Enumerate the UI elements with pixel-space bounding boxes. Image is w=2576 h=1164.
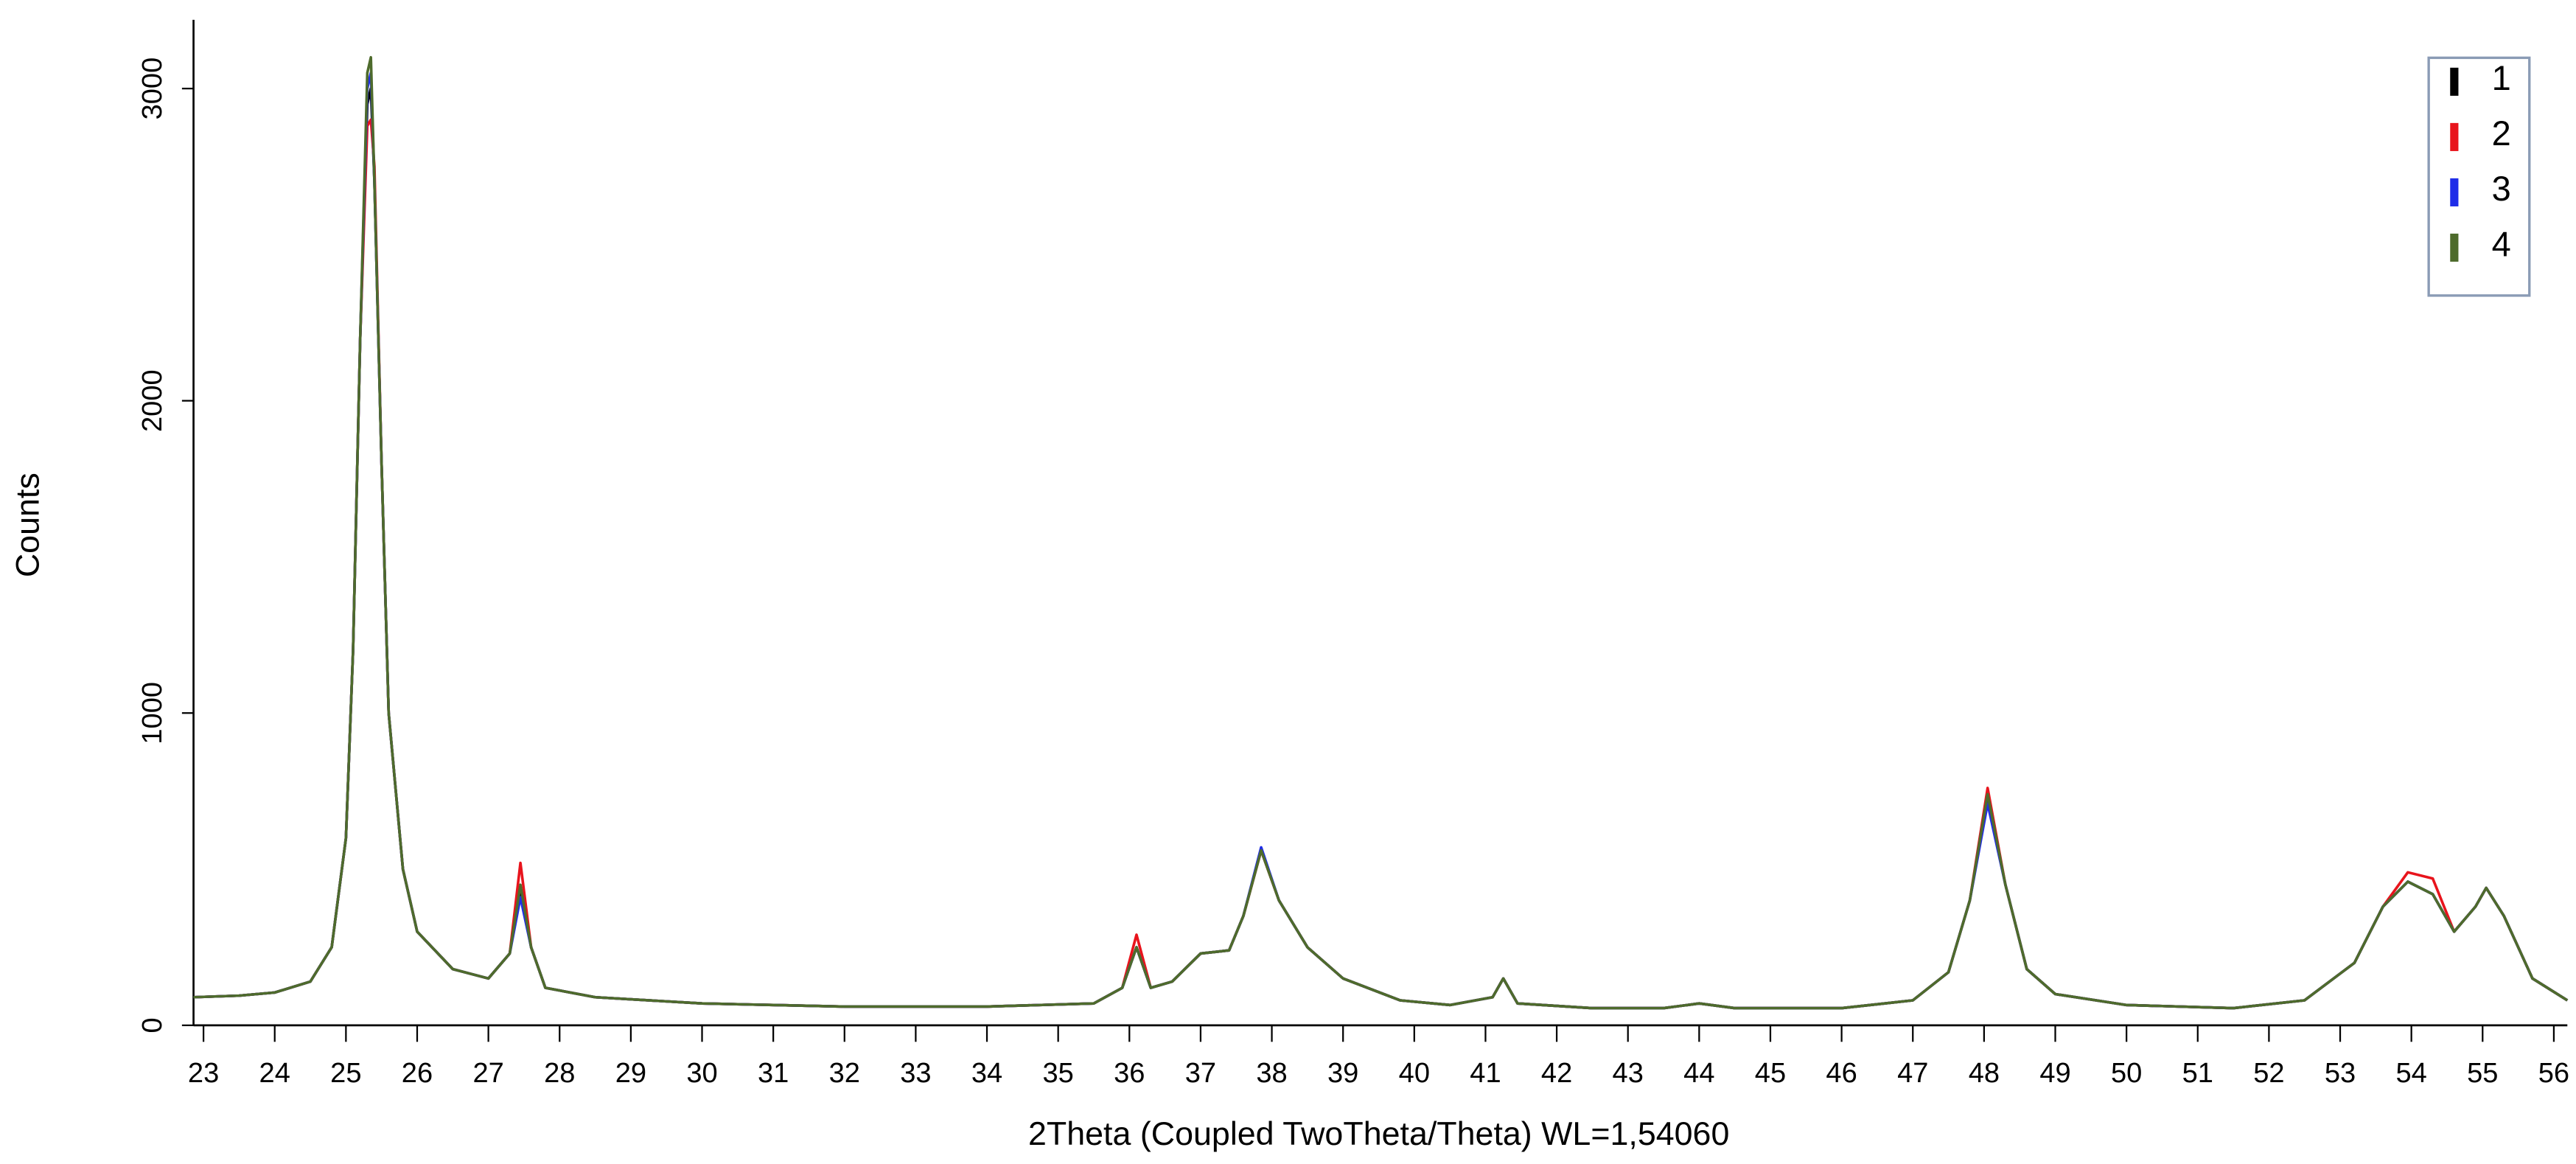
x-tick-label: 32: [829, 1058, 860, 1089]
legend-label: 3: [2492, 169, 2511, 208]
x-tick-label: 33: [900, 1058, 931, 1089]
x-tick-label: 41: [1470, 1058, 1501, 1089]
x-tick-label: 49: [2039, 1058, 2070, 1089]
x-tick-label: 51: [2182, 1058, 2213, 1089]
x-tick-label: 46: [1826, 1058, 1857, 1089]
x-tick-label: 27: [472, 1058, 503, 1089]
x-tick-label: 25: [330, 1058, 361, 1089]
x-tick-label: 31: [758, 1058, 789, 1089]
x-tick-label: 38: [1256, 1058, 1287, 1089]
x-tick-label: 24: [259, 1058, 290, 1089]
x-tick-label: 50: [2111, 1058, 2142, 1089]
x-tick-label: 37: [1185, 1058, 1216, 1089]
x-tick-label: 53: [2325, 1058, 2356, 1089]
x-tick-label: 35: [1042, 1058, 1073, 1089]
legend-label: 4: [2492, 224, 2511, 263]
legend-box: [2427, 56, 2531, 297]
x-tick-label: 36: [1114, 1058, 1145, 1089]
y-axis-title: Counts: [10, 473, 46, 577]
x-tick-label: 54: [2395, 1058, 2426, 1089]
x-tick-label: 44: [1683, 1058, 1714, 1089]
x-tick-label: 28: [544, 1058, 575, 1089]
legend-label: 2: [2492, 114, 2511, 153]
x-tick-label: 23: [188, 1058, 219, 1089]
legend: 1 2 3 4: [2427, 56, 2531, 297]
y-tick-label: 0: [137, 1017, 168, 1033]
legend-swatch: [2450, 122, 2459, 151]
series-line: [193, 55, 2569, 1010]
x-tick-label: 40: [1399, 1058, 1430, 1089]
y-tick-label: 3000: [137, 57, 168, 120]
legend-swatch: [2450, 178, 2459, 206]
x-axis-title: 2Theta (Coupled TwoTheta/Theta) WL=1,540…: [1028, 1115, 1729, 1152]
x-tick-label: 39: [1327, 1058, 1358, 1089]
legend-swatch: [2450, 233, 2459, 262]
x-tick-label: 43: [1613, 1058, 1644, 1089]
x-tick-label: 42: [1541, 1058, 1572, 1089]
x-tick-label: 34: [971, 1058, 1002, 1089]
legend-label: 1: [2492, 58, 2511, 97]
y-tick-label: 1000: [137, 682, 168, 745]
x-tick-label: 30: [686, 1058, 717, 1089]
x-tick-label: 52: [2253, 1058, 2284, 1089]
x-tick-label: 29: [615, 1058, 646, 1089]
x-tick-label: 56: [2538, 1058, 2569, 1089]
x-tick-label: 55: [2467, 1058, 2498, 1089]
x-tick-label: 47: [1897, 1058, 1928, 1089]
y-tick-label: 2000: [137, 369, 168, 432]
x-tick-label: 48: [1969, 1058, 2000, 1089]
x-tick-label: 45: [1755, 1058, 1786, 1089]
x-tick-label: 26: [402, 1058, 433, 1089]
legend-swatch: [2450, 67, 2459, 96]
